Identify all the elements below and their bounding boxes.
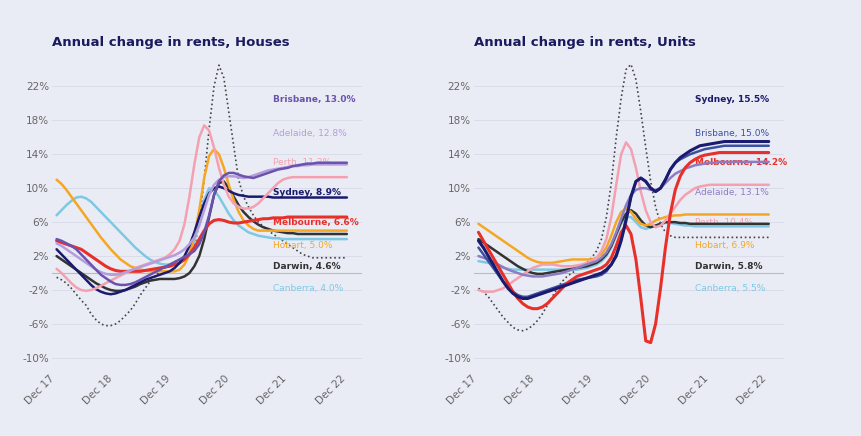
- Text: Canberra, 4.0%: Canberra, 4.0%: [273, 284, 344, 293]
- Text: Melbourne, 14.2%: Melbourne, 14.2%: [695, 158, 787, 167]
- Text: Adelaide, 12.8%: Adelaide, 12.8%: [273, 129, 347, 137]
- Text: Brisbane, 13.0%: Brisbane, 13.0%: [273, 95, 356, 104]
- Text: Annual change in rents, Units: Annual change in rents, Units: [474, 36, 696, 48]
- Text: Sydney, 15.5%: Sydney, 15.5%: [695, 95, 769, 104]
- Text: Annual change in rents, Houses: Annual change in rents, Houses: [52, 36, 289, 48]
- Text: Perth, 11.3%: Perth, 11.3%: [273, 158, 331, 167]
- Text: Hobart, 6.9%: Hobart, 6.9%: [695, 242, 754, 250]
- Text: Melbourne, 6.6%: Melbourne, 6.6%: [273, 218, 359, 227]
- Text: Darwin, 5.8%: Darwin, 5.8%: [695, 262, 763, 271]
- Text: Brisbane, 15.0%: Brisbane, 15.0%: [695, 129, 769, 137]
- Text: Perth, 10.4%: Perth, 10.4%: [695, 218, 753, 227]
- Text: Sydney, 8.9%: Sydney, 8.9%: [273, 188, 341, 197]
- Text: Canberra, 5.5%: Canberra, 5.5%: [695, 284, 765, 293]
- Text: Darwin, 4.6%: Darwin, 4.6%: [273, 262, 341, 271]
- Text: Adelaide, 13.1%: Adelaide, 13.1%: [695, 188, 769, 197]
- Text: Hobart, 5.0%: Hobart, 5.0%: [273, 242, 332, 250]
